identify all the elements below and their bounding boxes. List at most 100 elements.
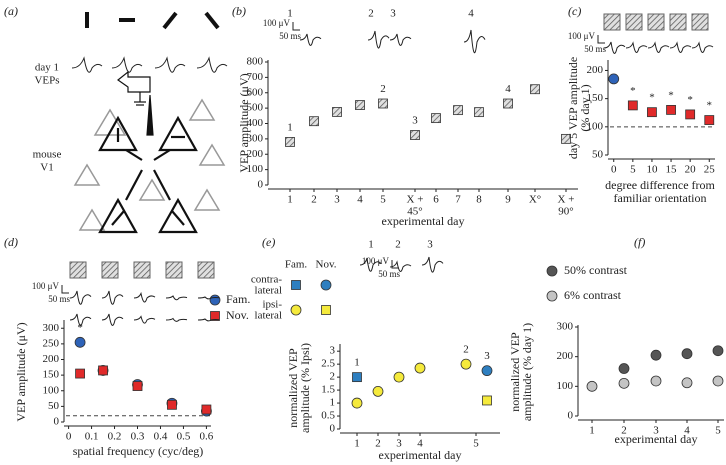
x-axis-label: experimental day [615, 432, 698, 446]
x-tick-label: 5 [473, 438, 479, 450]
x-tick-label: 0.6 [200, 431, 214, 443]
x-tick-label: 4 [684, 425, 690, 437]
point-annotation: * [707, 100, 713, 112]
data-point [481, 365, 493, 377]
diagram-label: V1 [40, 162, 53, 174]
y-tick-label: 0 [258, 179, 264, 191]
y-axis-label: normalized VEP [286, 348, 300, 428]
point-annotation: * [77, 322, 83, 334]
grating-stimulus [669, 13, 687, 31]
data-point [546, 265, 558, 277]
vep-trace [359, 257, 382, 272]
x-tick-label: 0.1 [85, 431, 99, 443]
vep-trace [463, 29, 486, 54]
x-tick-label: 1 [589, 425, 595, 437]
x-tick-label: 0.3 [131, 431, 145, 443]
x-tick-label: 0 [611, 164, 617, 176]
trace-label: 2 [395, 239, 401, 251]
data-point [586, 380, 598, 392]
vep-trace [421, 256, 444, 273]
scale-bar-label: 50 ms [279, 31, 301, 41]
panel-letter: (d) [4, 235, 18, 249]
data-point [210, 311, 220, 321]
data-point [290, 304, 302, 316]
panel-letter: (b) [232, 4, 246, 18]
legend-row-label: ipsi- [262, 299, 282, 311]
x-tick-label: 5 [630, 164, 636, 176]
data-point [608, 73, 620, 85]
data-point [75, 368, 85, 379]
point-annotation: 4 [505, 83, 511, 95]
vep-trace [299, 33, 322, 46]
y-axis-label: VEP amplitude (μV) [14, 322, 28, 421]
diagram-label: mouse [33, 149, 62, 161]
grating-stimulus [603, 13, 621, 31]
vep-trace [647, 41, 670, 53]
x-tick-label: 45° [407, 206, 422, 218]
vep-trace [133, 291, 156, 303]
data-point [482, 395, 492, 406]
y-tick-label: 300 [247, 132, 264, 144]
y-tick-label: 500 [247, 102, 264, 114]
data-point [332, 107, 342, 117]
trace-label: 2 [368, 8, 374, 20]
data-point [372, 385, 384, 397]
x-tick-label: 5 [380, 194, 386, 206]
x-tick-label: 20 [685, 164, 697, 176]
x-axis-label: familiar orientation [614, 191, 707, 205]
data-point [291, 280, 301, 290]
point-annotation: * [630, 85, 636, 97]
x-tick-label: 3 [334, 194, 340, 206]
x-tick-label: 0.5 [177, 431, 191, 443]
data-point [320, 279, 332, 291]
x-tick-label: 6 [433, 194, 439, 206]
y-tick-label: 100 [557, 380, 574, 392]
vep-trace [625, 41, 648, 53]
data-point [355, 100, 365, 110]
y-tick-label: 300 [557, 321, 574, 333]
vep-trace [367, 30, 390, 49]
data-point [650, 349, 662, 361]
x-tick-label: 4 [357, 194, 363, 206]
vep-trace [165, 295, 188, 301]
legend-label: Fam. [226, 292, 250, 306]
vep-trace [389, 260, 412, 272]
data-point [627, 100, 638, 111]
y-tick-label: 50 [592, 149, 604, 161]
data-point [393, 371, 405, 383]
grating-stimulus [625, 13, 643, 31]
legend-label: 6% contrast [564, 288, 622, 302]
x-tick-label: 90° [558, 206, 573, 218]
x-tick-label: 5 [715, 425, 721, 437]
y-tick-label: 250 [43, 337, 60, 349]
y-tick-label: 200 [557, 350, 574, 362]
diagram-label: day 1 [35, 62, 59, 74]
y-tick-label: 0 [568, 410, 574, 422]
point-annotation: 1 [287, 121, 293, 133]
data-point [650, 375, 662, 387]
x-tick-label: 8 [476, 194, 482, 206]
trace-label: 3 [427, 239, 433, 251]
legend-column-label: Nov. [316, 259, 337, 271]
y-axis-label: day 5 VEP amplitude [566, 57, 580, 159]
panel-letter: (e) [262, 235, 275, 249]
data-point [530, 84, 540, 95]
data-point [431, 113, 441, 124]
x-tick-label: 7 [455, 194, 461, 206]
legend-row-label: lateral [255, 310, 282, 322]
scale-bar-label: 50 ms [48, 294, 70, 304]
y-tick-label: 0 [330, 423, 336, 435]
x-tick-label: 3 [396, 438, 402, 450]
gray-neurons [73, 98, 226, 231]
x-tick-label: X° [529, 194, 541, 206]
grating-stimulus [197, 261, 215, 279]
grating-stimulus [647, 13, 665, 31]
electrode [116, 70, 154, 136]
y-tick-label: 50 [48, 400, 60, 412]
vep-trace [197, 318, 220, 322]
data-point [681, 377, 693, 389]
black-neurons [98, 115, 198, 234]
x-tick-label: 4 [417, 438, 423, 450]
y-tick-label: 100 [587, 120, 604, 132]
